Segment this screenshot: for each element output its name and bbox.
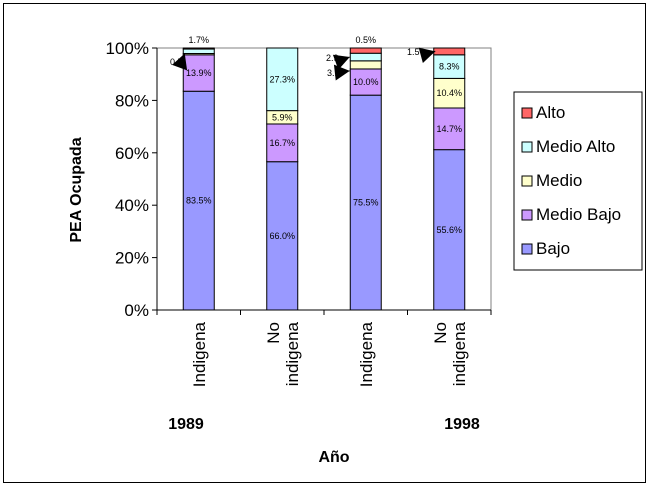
bar-segment [349,94,382,311]
label-arrowhead [418,47,436,64]
chart-data-labels: 83.5%13.9%0.51.7%66.0%16.7%5.9%27.3%75.5… [170,35,462,241]
data-label: 0.5% [355,35,376,45]
bar-segment [266,161,299,311]
label-arrowhead [172,53,188,71]
x-axis-label: Año [318,449,349,466]
x-category-label: No [264,322,283,344]
chart-bars [182,47,466,311]
x-category-label: Indigena [190,321,209,387]
y-tick-label: 80% [115,91,149,110]
legend-entry-label: Medio Bajo [536,205,621,224]
bar-segment [349,60,382,70]
legend-box [513,91,643,271]
legend-swatch [521,209,533,221]
y-tick-label: 60% [115,144,149,163]
bar-segment [182,90,215,311]
bar-segment [433,47,466,56]
x-category-label: indigena [283,321,302,386]
data-label: 13.9% [186,68,212,78]
y-tick-label: 40% [115,196,149,215]
y-tick-label: 20% [115,249,149,268]
bar-segment [266,123,299,163]
bar-segment [182,48,215,55]
legend-swatch [521,175,533,187]
y-axis-label: PEA Ocupada [68,137,85,242]
legend-entry-label: Bajo [536,239,570,258]
data-label: 27.3% [269,74,295,84]
y-tick-label: 0% [124,301,149,320]
legend-swatch [521,141,533,153]
x-category-label: indigena [450,321,469,386]
chart-frame: 0% 20% 40% 60% 80% 100% Indigena No indigena Indi… [3,3,646,483]
y-tick-label: 100% [106,39,149,58]
label-arrowhead [333,64,350,81]
x-category-label: Indigena [357,321,376,387]
bar-segment [182,54,215,92]
bar-segment [349,52,382,62]
bar-segment [433,149,466,311]
data-label: 8.3% [439,62,460,72]
stacked-bar-chart: 0%20%40%60%80%100%Indigena No indigena Indi… [68,35,643,466]
data-label: 16.7% [269,138,295,148]
legend-entry-label: Medio Alto [536,137,615,156]
data-label: 83.5% [186,196,212,206]
legend-swatch [521,243,533,255]
data-label: 55.6% [436,225,462,235]
legend-entry-label: Alto [536,103,565,122]
data-label: 2.9 [326,53,339,63]
x-category-label: No [431,322,450,344]
data-label: 3.1 [327,68,340,78]
data-label: 1.7% [188,35,209,45]
data-label: 75.5% [353,198,379,208]
bar-segment [433,77,466,109]
year-group-label: 1989 [168,416,204,433]
data-label: 10.4% [436,88,462,98]
label-arrowhead [332,54,350,70]
chart-legend: Alto Medio Alto Medio Medio Bajo Bajo [513,91,643,271]
data-label: 14.7% [436,124,462,134]
data-label: 1.5 [407,47,420,57]
legend-swatch [521,107,533,119]
legend-entry-label: Medio [536,171,582,190]
data-label: 5.9% [272,112,293,122]
bar-segment [349,68,382,96]
bar-segment [266,47,299,112]
data-label: 66.0% [269,231,295,241]
year-group-label: 1998 [444,416,480,433]
bar-segment [349,47,382,54]
data-label: 10.0% [353,77,379,87]
bar-segment [182,47,215,50]
chart-axes: 0%20%40%60%80%100%Indigena No indigena Indi… [106,39,492,433]
